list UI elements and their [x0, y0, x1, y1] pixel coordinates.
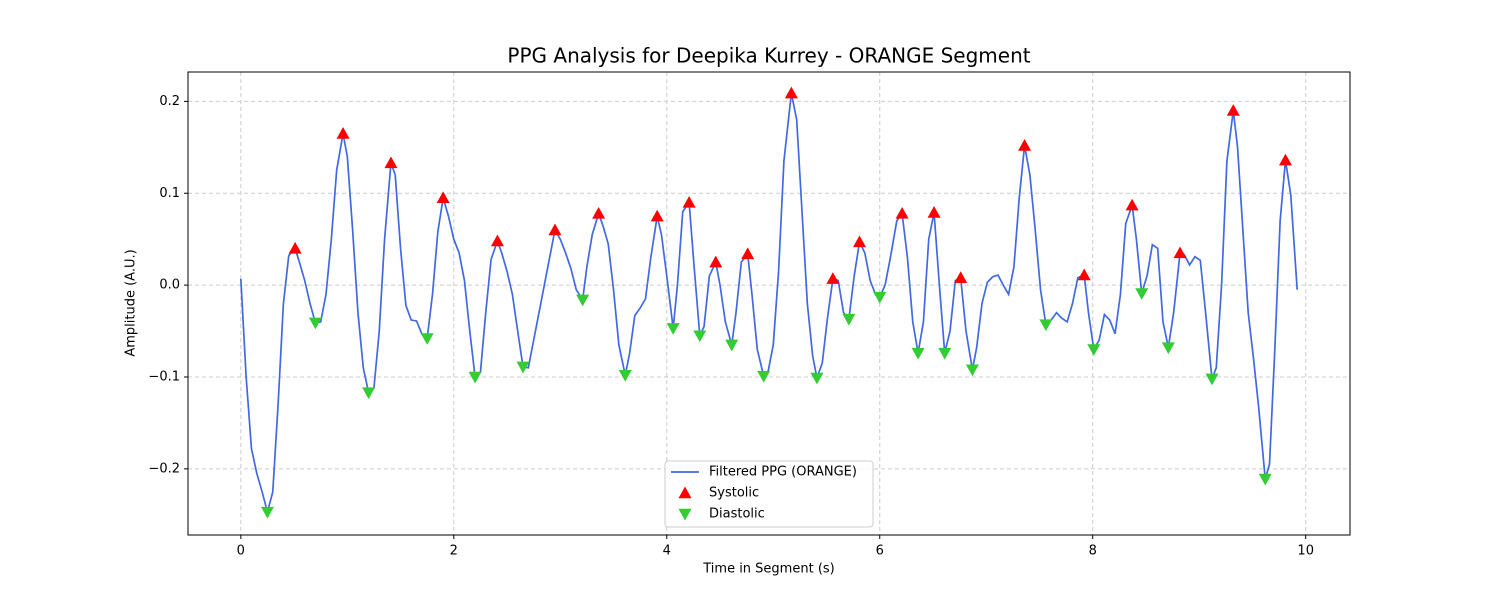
data-line	[239, 92, 1299, 516]
legend-label: Filtered PPG (ORANGE)	[709, 465, 857, 480]
x-axis-label: Time in Segment (s)	[702, 562, 834, 577]
marker	[516, 361, 530, 374]
marker	[810, 372, 824, 385]
x-tick-label: 6	[876, 544, 884, 559]
marker	[1173, 246, 1187, 259]
marker	[1039, 319, 1053, 332]
marker	[1018, 138, 1032, 151]
marker	[1258, 473, 1272, 486]
marker	[362, 387, 376, 400]
marker	[592, 206, 606, 219]
y-tick-label: 0.2	[159, 94, 180, 109]
marker	[576, 294, 590, 307]
x-tick-label: 4	[663, 544, 671, 559]
marker	[757, 370, 771, 383]
marker	[938, 347, 952, 360]
marker	[420, 333, 434, 345]
marker	[666, 323, 680, 335]
plot-frame	[187, 71, 1351, 536]
marker	[1226, 104, 1240, 116]
marker	[260, 506, 274, 519]
y-axis-label: Amplitude (A.U.)	[124, 249, 139, 356]
legend-label: Systolic	[709, 486, 759, 501]
marker	[650, 209, 664, 222]
marker	[1161, 342, 1175, 355]
y-tick-label: 0.1	[159, 186, 180, 201]
marker	[911, 347, 925, 360]
marker	[741, 247, 755, 260]
marker	[490, 234, 504, 247]
marker	[927, 206, 941, 218]
marker	[618, 369, 632, 382]
marker	[853, 235, 867, 248]
marker	[725, 339, 739, 352]
marker	[682, 195, 696, 208]
chart-title: PPG Analysis for Deepika Kurrey - ORANGE…	[507, 44, 1030, 68]
marker	[308, 317, 322, 330]
marker	[895, 206, 909, 219]
legend-box	[664, 460, 874, 528]
x-tick-label: 10	[1297, 544, 1314, 559]
marker	[826, 272, 840, 284]
x-tick-label: 8	[1089, 544, 1097, 559]
x-tick-label: 0	[237, 544, 245, 559]
y-tick-label: 0.0	[159, 278, 180, 293]
marker	[384, 156, 398, 169]
y-tick-label: −0.2	[148, 461, 180, 476]
marker	[1205, 373, 1219, 386]
marker	[693, 330, 707, 343]
marker	[873, 291, 887, 304]
x-tick-label: 2	[450, 544, 458, 559]
marker	[1077, 268, 1091, 281]
marker	[468, 371, 482, 384]
marker	[336, 127, 350, 139]
legend-swatch	[678, 486, 692, 499]
marker	[1278, 153, 1292, 166]
marker	[1125, 198, 1139, 211]
legend-label: Diastolic	[709, 507, 765, 522]
marker	[1087, 344, 1101, 356]
marker	[288, 241, 302, 254]
marker	[965, 364, 979, 377]
y-tick-label: −0.1	[148, 369, 180, 384]
marker	[1135, 288, 1149, 300]
marker	[548, 223, 562, 236]
marker	[954, 271, 968, 283]
legend-swatch	[678, 508, 692, 521]
marker	[784, 86, 798, 99]
marker	[842, 313, 856, 326]
marker	[709, 255, 723, 268]
marker	[436, 191, 450, 204]
